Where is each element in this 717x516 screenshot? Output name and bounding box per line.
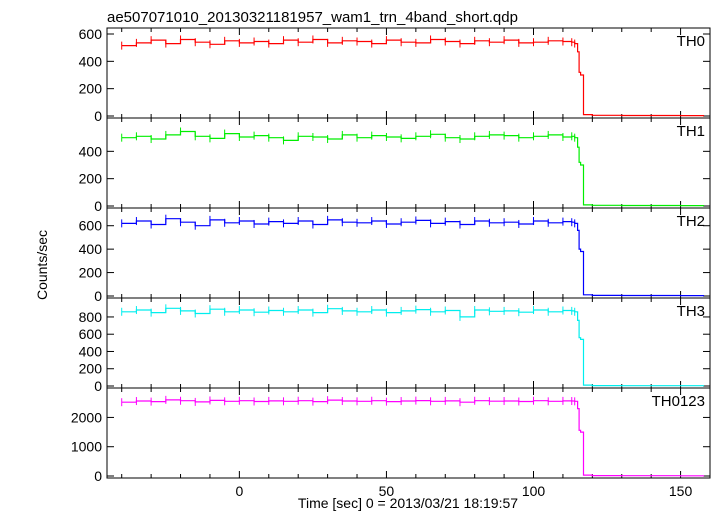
y-tick-label: 200 — [79, 361, 103, 377]
y-tick-label: 200 — [79, 171, 103, 187]
y-tick-label: 0 — [94, 288, 102, 304]
y-tick-label: 0 — [94, 108, 102, 124]
y-tick-label: 600 — [79, 326, 103, 342]
panel-frame — [106, 117, 711, 209]
x-tick-label: 50 — [379, 483, 395, 499]
panel-th1: 0 200 400 TH1 — [79, 117, 711, 214]
panel-frame — [106, 207, 711, 299]
panel-label: TH2 — [677, 213, 705, 230]
panel-label: TH0123 — [652, 393, 705, 410]
y-tick-label: 0 — [94, 198, 102, 214]
y-tick-label: 600 — [79, 26, 103, 42]
series-line-th2 — [121, 218, 705, 297]
x-tick-label: 0 — [235, 483, 243, 499]
y-tick-label: 600 — [79, 218, 103, 234]
y-tick-label: 200 — [79, 265, 103, 281]
panel-label: TH3 — [677, 303, 705, 320]
panel-th2: 0 200 400 600 TH2 — [79, 207, 711, 304]
y-tick-label: 0 — [94, 378, 102, 394]
y-tick-label: 800 — [79, 309, 103, 325]
panel-th0123: 0 1000 2000 0 50 100 150 TH0123 — [71, 387, 711, 499]
y-tick-label: 2000 — [71, 409, 102, 425]
y-tick-label: 400 — [79, 343, 103, 359]
panel-label: TH1 — [677, 123, 705, 140]
y-tick-label: 1000 — [71, 439, 102, 455]
y-tick-label: 400 — [79, 53, 103, 69]
series-line-th0 — [121, 38, 705, 117]
y-tick-label: 0 — [94, 468, 102, 484]
panel-label: TH0 — [677, 33, 705, 50]
x-axis-label: Time [sec] 0 = 2013/03/21 18:19:57 — [298, 495, 518, 511]
series-line-th1 — [121, 130, 705, 207]
chart-title: ae507071010_20130321181957_wam1_trn_4ban… — [107, 9, 518, 26]
series-line-th0123 — [121, 399, 705, 477]
series-line-th3 — [121, 307, 705, 387]
x-tick-label: 150 — [669, 483, 693, 499]
panel-th0: 0 200 400 600 TH0 — [79, 26, 711, 124]
y-tick-label: 200 — [79, 81, 103, 97]
panel-frame — [106, 27, 711, 119]
x-tick-label: 100 — [522, 483, 546, 499]
y-tick-label: 400 — [79, 241, 103, 257]
panel-frame — [106, 387, 711, 479]
y-tick-label: 400 — [79, 143, 103, 159]
y-axis-label: Counts/sec — [34, 230, 50, 300]
